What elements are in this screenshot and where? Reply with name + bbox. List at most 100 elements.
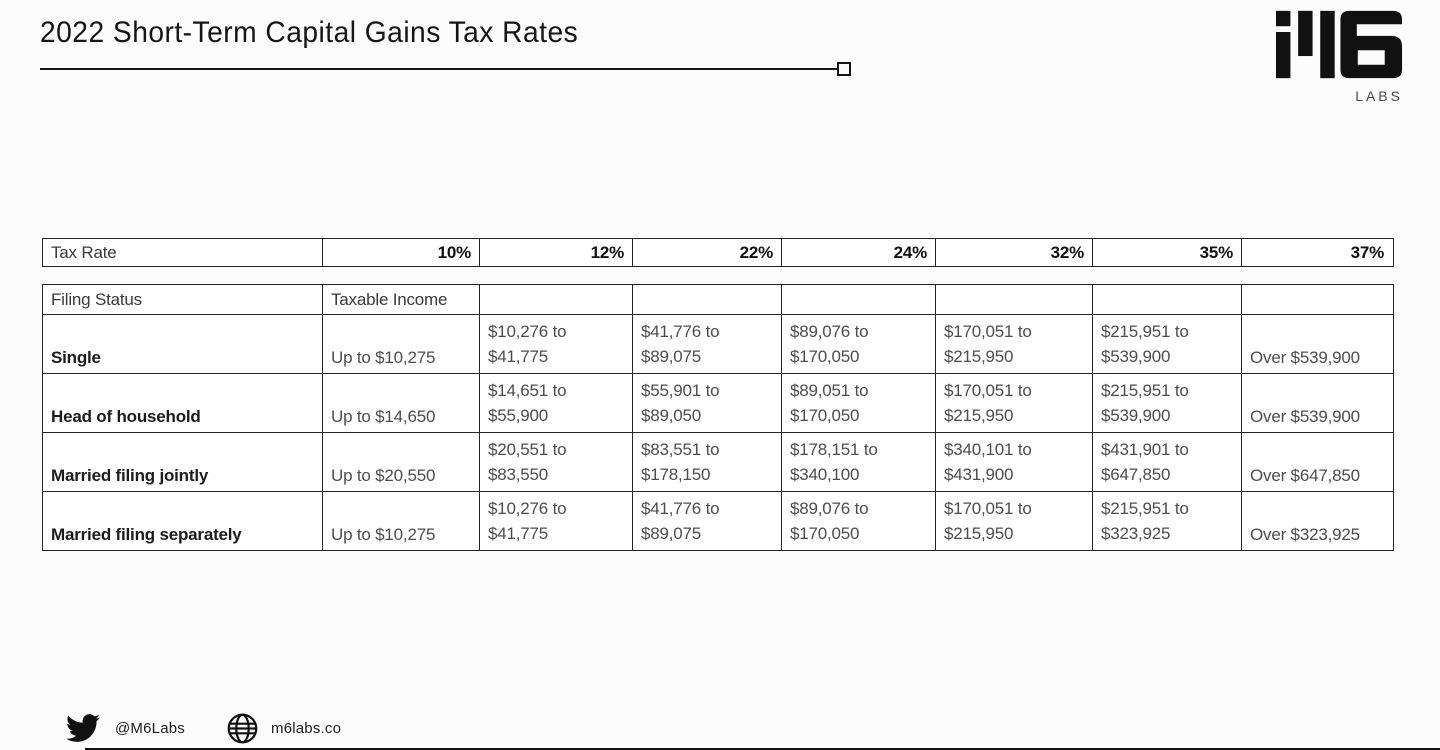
range-line1: $170,051 to [944,381,1032,400]
range-line1: $170,051 to [944,322,1032,341]
logo-labs-text: LABS [1355,88,1403,104]
range-line2: $215,950 [944,347,1014,366]
title-underline [40,68,838,70]
filing-status: Married filing separately [51,525,242,544]
range-line1: $170,051 to [944,499,1032,518]
twitter-icon [66,714,100,742]
taxable-income-header: Taxable Income [322,285,479,314]
income-range: $89,076 to $170,050 [781,315,935,373]
income-range: $20,551 to $83,550 [479,433,632,491]
filing-status: Married filing jointly [51,466,209,485]
range-line2: $539,900 [1101,406,1171,425]
range-line2: $215,950 [944,524,1014,543]
range-line2: $178,150 [641,465,711,484]
income-range: $89,051 to $170,050 [781,374,935,432]
rate-12: 12% [479,239,632,266]
m6-logo-icon [1276,10,1403,79]
range-line1: $41,776 to [641,499,720,518]
range-line1: $89,076 to [790,322,869,341]
empty-header-cell [781,285,935,314]
table-row-single: Single Up to $10,275 $10,276 to $41,775 $… [43,314,1393,373]
range-line1: $10,276 to [488,322,567,341]
range-line1: $215,951 to [1101,381,1189,400]
rate-22: 22% [632,239,781,266]
income-range: $41,776 to $89,075 [632,492,781,550]
page-title: 2022 Short-Term Capital Gains Tax Rates [40,16,579,49]
website-url: m6labs.co [271,720,342,737]
bottom-border-line [85,748,1440,750]
empty-header-cell [935,285,1092,314]
income-over: Over $539,900 [1241,315,1392,373]
income-over: Over $539,900 [1241,374,1392,432]
empty-header-cell [1092,285,1241,314]
range-line1: $431,901 to [1101,440,1189,459]
twitter-handle: @M6Labs [115,719,185,737]
range-line2: $41,775 [488,347,549,366]
empty-header-cell [1241,285,1392,314]
income-range: $170,051 to $215,950 [935,374,1092,432]
income-range: $10,276 to $41,775 [479,492,632,550]
range-line1: $55,901 to [641,381,720,400]
income-range: $55,901 to $89,050 [632,374,781,432]
range-line2: $215,950 [944,406,1014,425]
filing-status: Head of household [51,407,201,426]
range-line2: $41,775 [488,524,549,543]
filing-status-table: Filing Status Taxable Income Single Up t… [42,284,1394,551]
income-range: $83,551 to $178,150 [632,433,781,491]
tax-rate-header-table: Tax Rate 10% 12% 22% 24% 32% 35% 37% [42,238,1394,267]
title-underline-end-square [837,62,851,76]
filing-status-header: Filing Status [51,289,142,309]
income-range: $215,951 to $539,900 [1092,374,1241,432]
range-line1: $41,776 to [641,322,720,341]
range-line1: $178,151 to [790,440,878,459]
range-line1: $89,051 to [790,381,869,400]
range-line2: $647,850 [1101,465,1171,484]
income-range: $170,051 to $215,950 [935,315,1092,373]
range-line2: $55,900 [488,406,549,425]
rate-37: 37% [1241,239,1392,266]
website-group: m6labs.co [226,712,341,745]
rate-35: 35% [1092,239,1241,266]
income-base: Up to $20,550 [322,433,479,491]
range-line1: $215,951 to [1101,322,1189,341]
range-line2: $89,075 [641,524,702,543]
twitter-handle-group: @M6Labs [63,711,185,745]
income-range: $41,776 to $89,075 [632,315,781,373]
globe-icon [227,713,258,744]
income-range: $178,151 to $340,100 [781,433,935,491]
table-row-married-jointly: Married filing jointly Up to $20,550 $20… [43,432,1393,491]
range-line2: $170,050 [790,406,860,425]
m6-labs-logo: LABS [1276,10,1403,104]
income-over: Over $323,925 [1241,492,1392,550]
range-line2: $170,050 [790,347,860,366]
income-base: Up to $10,275 [322,315,479,373]
range-line2: $89,050 [641,406,702,425]
empty-header-cell [479,285,632,314]
range-line1: $340,101 to [944,440,1032,459]
range-line1: $14,651 to [488,381,567,400]
range-line1: $215,951 to [1101,499,1189,518]
income-over: Over $647,850 [1241,433,1392,491]
income-range: $170,051 to $215,950 [935,492,1092,550]
income-range: $340,101 to $431,900 [935,433,1092,491]
income-range: $10,276 to $41,775 [479,315,632,373]
range-line2: $89,075 [641,347,702,366]
range-line1: $89,076 to [790,499,869,518]
empty-header-cell [632,285,781,314]
tax-rate-label: Tax Rate [51,242,117,262]
rate-24: 24% [781,239,935,266]
income-base: Up to $10,275 [322,492,479,550]
income-range: $215,951 to $539,900 [1092,315,1241,373]
range-line1: $83,551 to [641,440,720,459]
income-range: $431,901 to $647,850 [1092,433,1241,491]
filing-status: Single [51,348,101,367]
range-line2: $340,100 [790,465,860,484]
range-line1: $10,276 to [488,499,567,518]
rate-10: 10% [322,239,479,266]
range-line2: $431,900 [944,465,1014,484]
range-line1: $20,551 to [488,440,567,459]
income-base: Up to $14,650 [322,374,479,432]
range-line2: $170,050 [790,524,860,543]
income-range: $89,076 to $170,050 [781,492,935,550]
table-row-married-separately: Married filing separately Up to $10,275 … [43,491,1393,550]
